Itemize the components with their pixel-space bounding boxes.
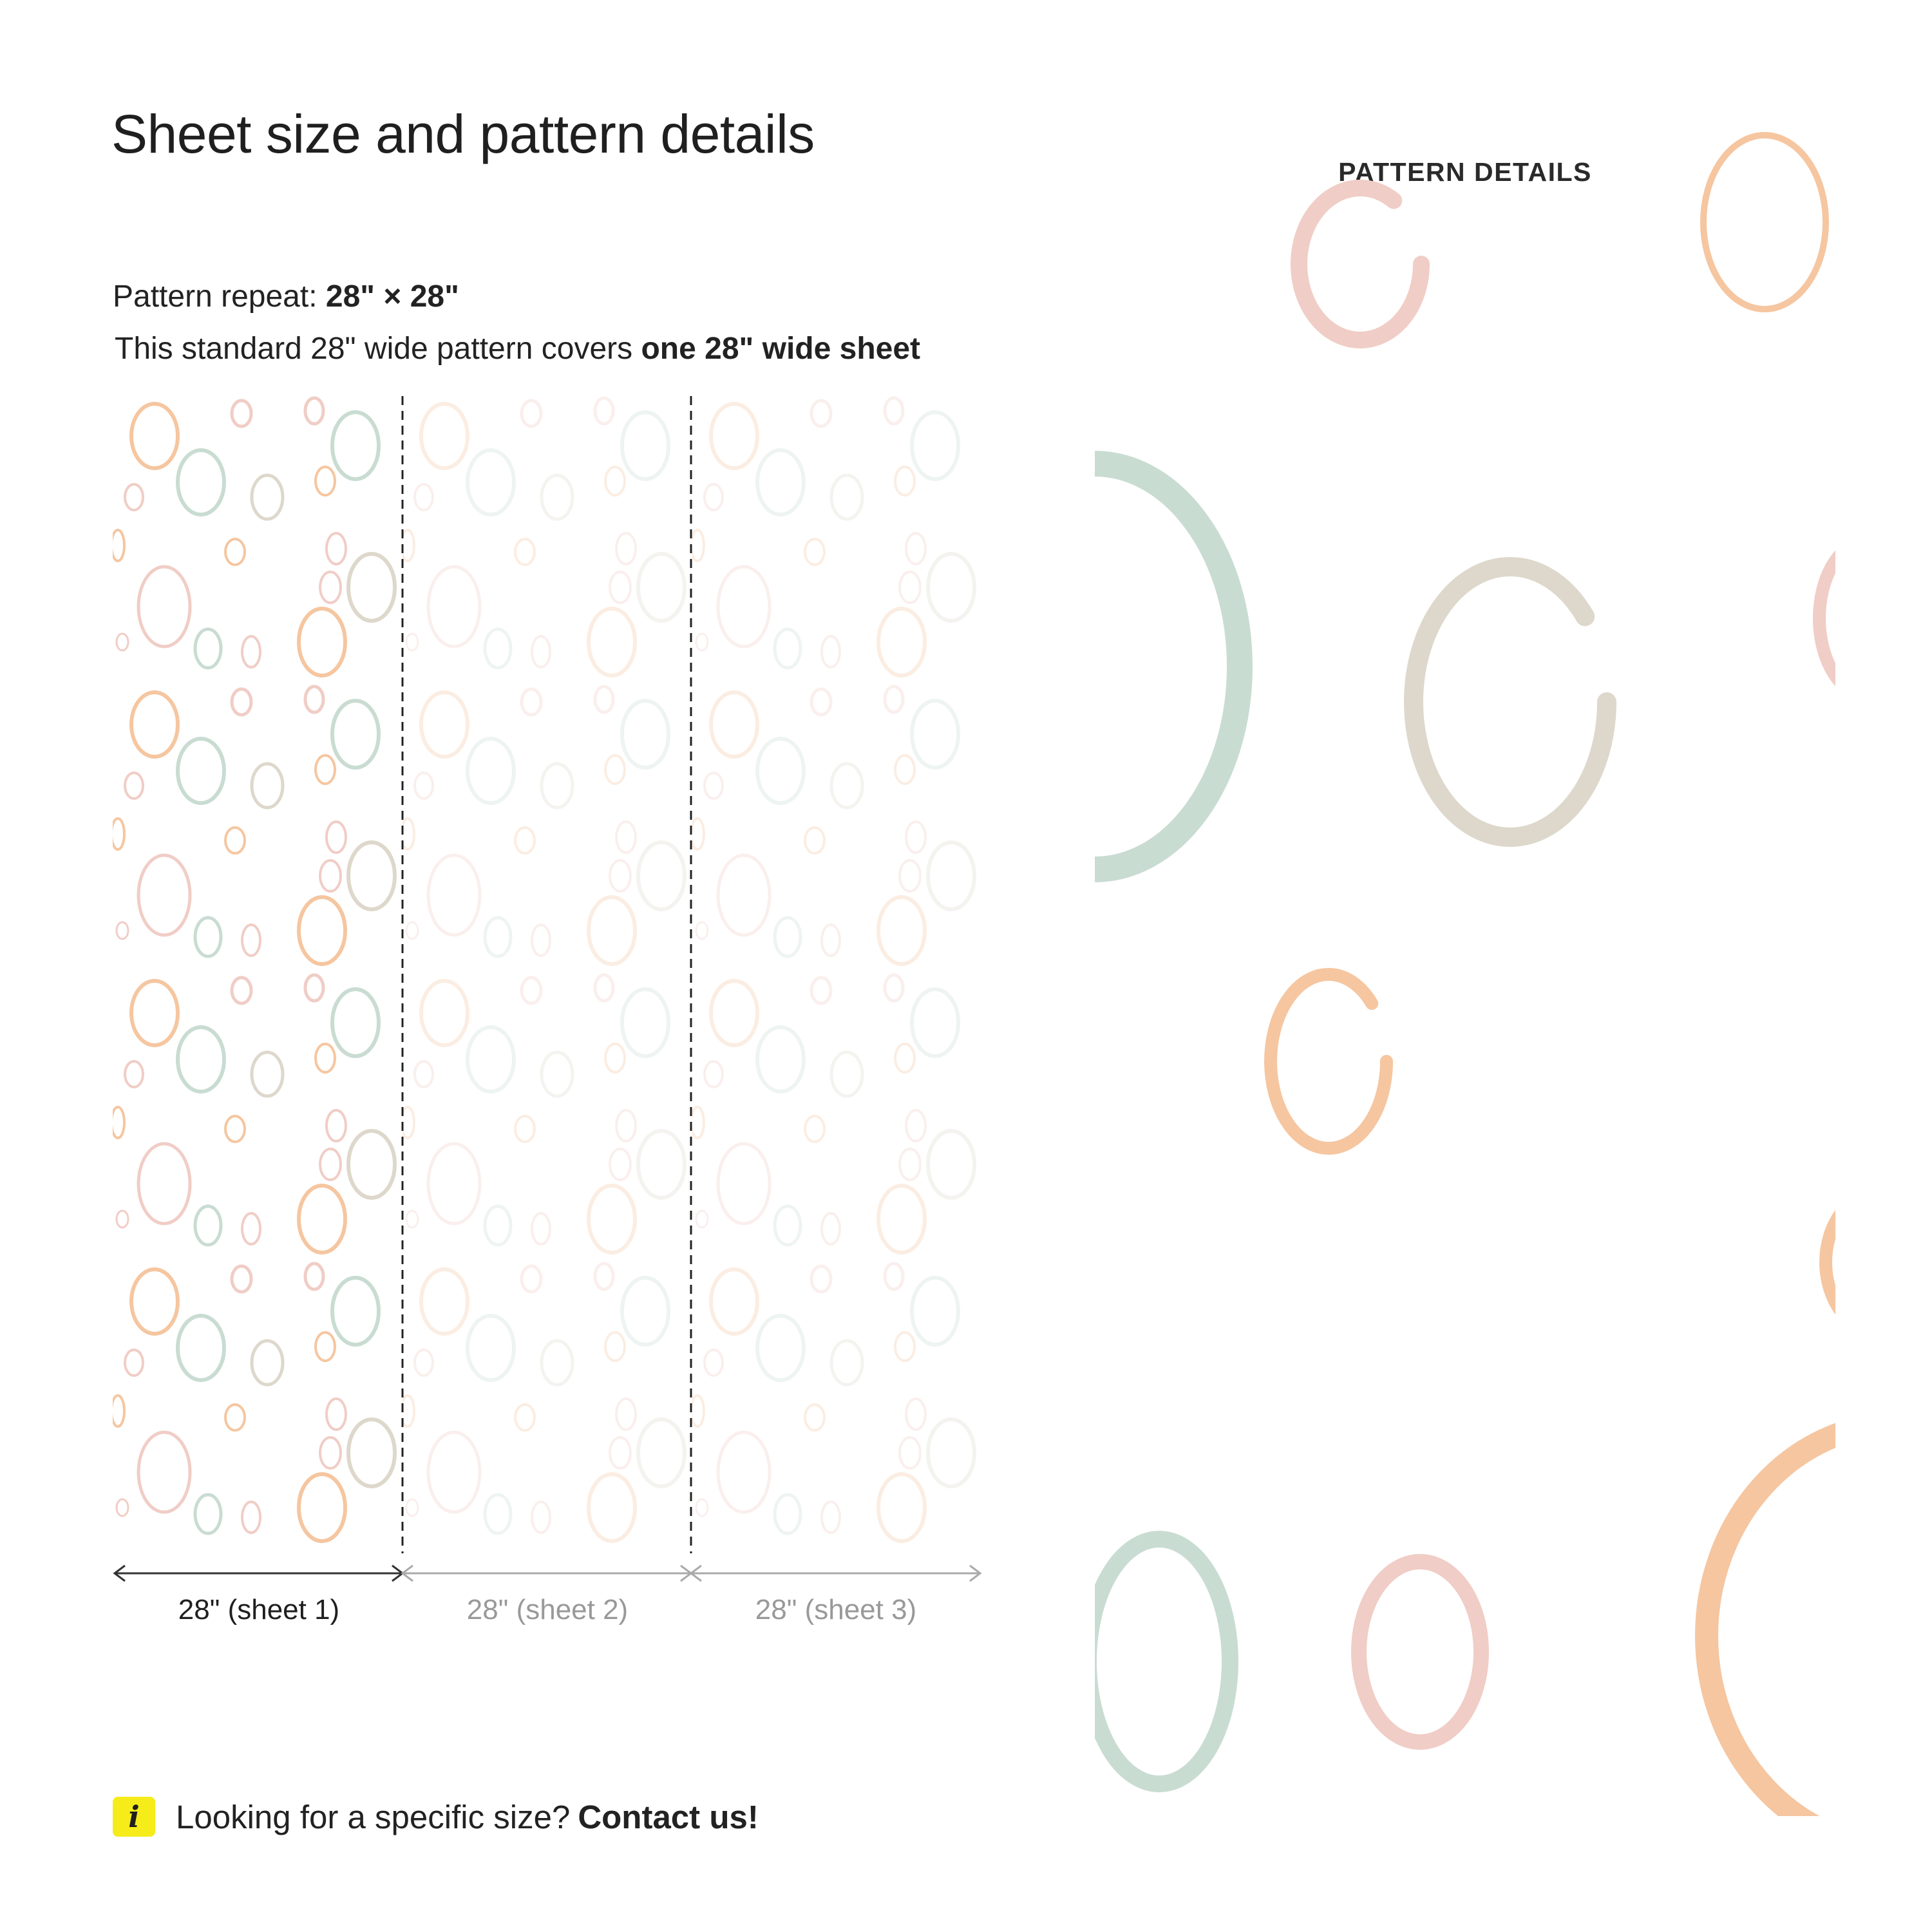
pattern-detail-svg [1095, 132, 1835, 1816]
coverage-text: This standard 28" wide pattern covers [115, 332, 633, 366]
sage-ring-bottom [1095, 1531, 1238, 1792]
pattern-repeat-line: Pattern repeat: 28" × 28" [113, 279, 459, 314]
contact-us-link[interactable]: Contact us! [578, 1798, 759, 1835]
contact-callout: i Looking for a specific size? Contact u… [113, 1797, 759, 1837]
peach-ring-top [1700, 132, 1829, 312]
sheet-1-label: 28" (sheet 1) [178, 1594, 340, 1625]
page-title: Sheet size and pattern details [111, 104, 815, 164]
sheet-2-label: 28" (sheet 2) [466, 1594, 629, 1625]
sage-ring-large [1095, 451, 1253, 882]
pattern-detail-zoom [1095, 116, 1835, 1816]
sheet-3-label: 28" (sheet 3) [755, 1594, 917, 1625]
coverage-emphasis: one 28" wide sheet [641, 332, 921, 366]
pink-ring-bottom [1351, 1554, 1489, 1750]
coverage-line: This standard 28" wide pattern covers on… [115, 331, 920, 366]
peach-ring-large-bottom [1695, 1423, 1835, 1816]
peach-ring-middle [1264, 968, 1393, 1155]
peach-ring-edge [1819, 1209, 1835, 1315]
pink-ring-top [1291, 180, 1430, 348]
beige-ring-center [1404, 557, 1616, 847]
info-icon: i [113, 1797, 155, 1837]
pink-ring-edge [1813, 550, 1835, 687]
pattern-repeat-label: Pattern repeat: [113, 279, 317, 314]
pattern-details-heading: PATTERN DETAILS [1338, 157, 1592, 187]
pattern-repeat-value: 28" × 28" [325, 279, 459, 314]
contact-text: Looking for a specific size? [176, 1798, 571, 1835]
